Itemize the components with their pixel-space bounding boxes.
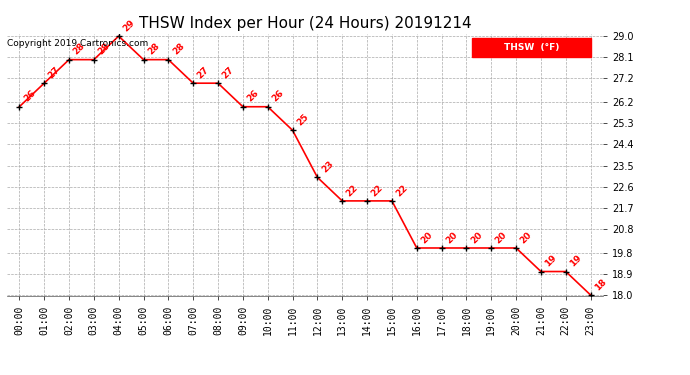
Text: 28: 28 bbox=[97, 42, 112, 57]
Text: 28: 28 bbox=[171, 42, 186, 57]
Text: 29: 29 bbox=[121, 18, 137, 33]
Text: 22: 22 bbox=[345, 183, 360, 198]
Text: 22: 22 bbox=[395, 183, 410, 198]
Text: 27: 27 bbox=[47, 65, 62, 80]
Text: 18: 18 bbox=[593, 277, 609, 292]
Text: 19: 19 bbox=[569, 254, 584, 269]
Text: 25: 25 bbox=[295, 112, 310, 128]
Text: 28: 28 bbox=[146, 42, 161, 57]
FancyBboxPatch shape bbox=[472, 38, 591, 57]
Text: 27: 27 bbox=[196, 65, 211, 80]
Text: 23: 23 bbox=[320, 159, 335, 174]
Text: 20: 20 bbox=[494, 230, 509, 245]
Text: 26: 26 bbox=[246, 89, 261, 104]
Text: Copyright 2019 Cartronics.com: Copyright 2019 Cartronics.com bbox=[7, 39, 148, 48]
Text: 20: 20 bbox=[519, 230, 534, 245]
Text: 20: 20 bbox=[444, 230, 460, 245]
Text: 28: 28 bbox=[72, 42, 87, 57]
Text: 20: 20 bbox=[420, 230, 435, 245]
Text: 20: 20 bbox=[469, 230, 484, 245]
Text: 27: 27 bbox=[221, 65, 236, 80]
Title: THSW Index per Hour (24 Hours) 20191214: THSW Index per Hour (24 Hours) 20191214 bbox=[139, 16, 471, 31]
Text: 19: 19 bbox=[544, 254, 559, 269]
Text: 26: 26 bbox=[270, 89, 286, 104]
Text: 26: 26 bbox=[22, 89, 37, 104]
Text: 22: 22 bbox=[370, 183, 385, 198]
Text: THSW  (°F): THSW (°F) bbox=[504, 43, 559, 52]
